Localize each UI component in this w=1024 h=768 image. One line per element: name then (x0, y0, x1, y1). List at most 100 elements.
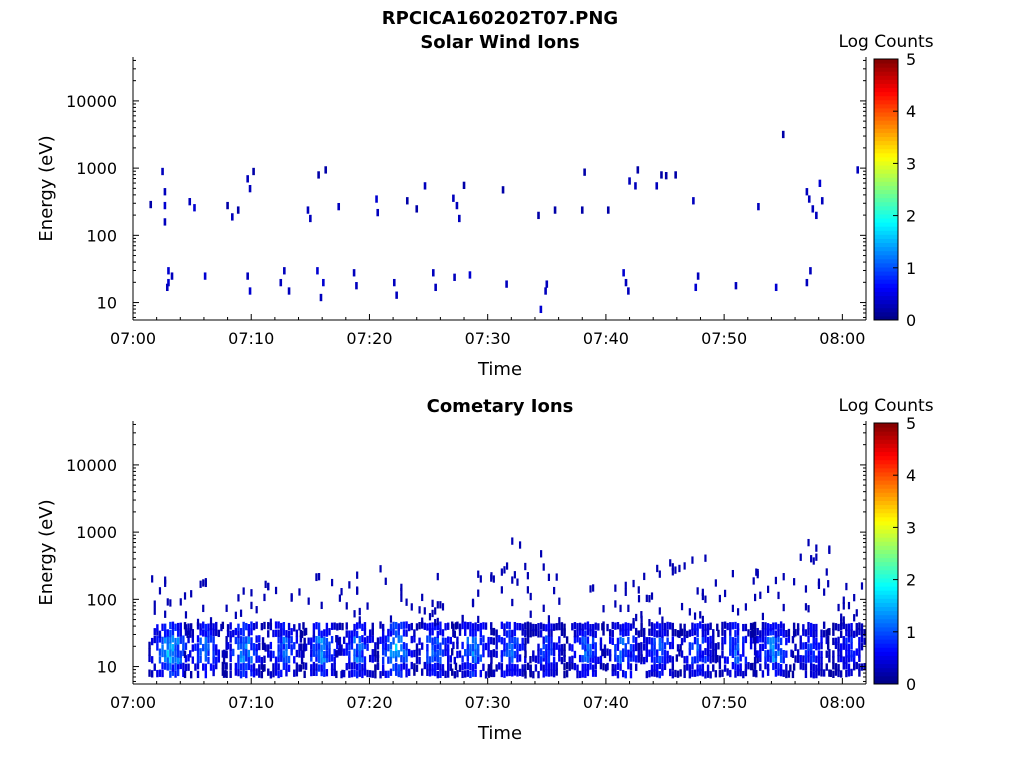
heatmap-cell (817, 663, 821, 672)
heatmap-cell (661, 663, 664, 672)
heatmap-cell (671, 628, 675, 637)
heatmap-cell (358, 654, 361, 663)
heatmap-cell (376, 208, 380, 217)
colorbar-swatch (874, 675, 898, 681)
heatmap-cells (148, 537, 866, 679)
heatmap-cell (812, 623, 815, 632)
heatmap-cell (287, 622, 291, 631)
heatmap-cell (290, 593, 293, 601)
heatmap-cell (761, 670, 765, 678)
heatmap-cell (621, 623, 625, 631)
heatmap-cell (817, 581, 821, 589)
heatmap-cell (204, 648, 208, 656)
heatmap-cell (606, 206, 610, 214)
heatmap-cell (454, 662, 458, 670)
heatmap-cell (167, 267, 170, 275)
colorbar-swatch (874, 258, 898, 264)
heatmap-cell (203, 272, 207, 280)
heatmap-cell (426, 656, 429, 665)
heatmap-cell (302, 650, 305, 658)
colorbar-swatch (874, 254, 898, 260)
heatmap-cell (287, 630, 291, 639)
heatmap-cell (453, 630, 457, 638)
heatmap-cell (660, 171, 663, 179)
heatmap-cell (272, 663, 275, 671)
heatmap-cell (505, 562, 509, 570)
heatmap-cell (176, 622, 180, 631)
heatmap-cell (845, 656, 848, 664)
heatmap-cell (714, 655, 718, 664)
heatmap-cell (258, 655, 261, 663)
colorbar-tick-label: 2 (906, 571, 916, 590)
heatmap-cell (614, 650, 617, 658)
heatmap-cell (752, 636, 755, 644)
heatmap-cell (229, 622, 232, 630)
heatmap-cell (434, 618, 437, 627)
heatmap-cell (495, 650, 498, 658)
heatmap-cell (632, 635, 635, 643)
heatmap-cell (691, 656, 694, 664)
heatmap-cell (282, 662, 286, 670)
heatmap-cell (847, 650, 851, 658)
heatmap-cell (456, 650, 459, 659)
heatmap-cell (226, 642, 230, 650)
heatmap-cell (832, 662, 835, 670)
heatmap-cell (479, 637, 483, 646)
heatmap-cell (464, 621, 467, 629)
heatmap-cell (686, 630, 689, 639)
heatmap-cell (462, 181, 466, 190)
heatmap-cell (701, 592, 704, 601)
heatmap-cell (637, 655, 640, 663)
heatmap-cell (224, 662, 227, 670)
heatmap-cell (578, 654, 582, 663)
heatmap-cell (368, 635, 372, 644)
heatmap-cell (299, 629, 303, 638)
heatmap-cell (608, 649, 612, 657)
heatmap-cell (317, 648, 321, 657)
heatmap-cell (539, 656, 543, 664)
colorbar-swatch (874, 160, 898, 166)
heatmap-cell (436, 662, 439, 671)
heatmap-cell (563, 670, 566, 679)
heatmap-cell (845, 582, 848, 591)
heatmap-cell (330, 578, 334, 587)
colorbar-swatch (874, 116, 898, 121)
heatmap-cell (769, 648, 772, 656)
heatmap-cell (250, 656, 253, 664)
heatmap-cell (809, 622, 813, 631)
heatmap-cell (855, 623, 858, 631)
heatmap-cell (361, 649, 364, 658)
heatmap-cell (761, 628, 765, 636)
heatmap-cell (242, 669, 245, 677)
heatmap-cell (184, 663, 188, 672)
heatmap-cell (809, 643, 813, 651)
heatmap-cell (744, 635, 748, 644)
heatmap-cell (513, 636, 517, 645)
colorbar-swatch (874, 537, 898, 542)
heatmap-cell (545, 649, 548, 657)
heatmap-cell (446, 622, 450, 630)
heatmap-cell (490, 656, 493, 664)
heatmap-cell (594, 655, 597, 664)
colorbar-frame (873, 58, 899, 321)
heatmap-cell (413, 629, 416, 637)
heatmap-cell (363, 637, 367, 645)
heatmap-cell (156, 636, 159, 644)
heatmap-cell (461, 641, 464, 650)
colorbar-swatch (874, 189, 898, 195)
heatmap-cell (624, 649, 627, 658)
heatmap-cell (815, 637, 818, 645)
heatmap-cell (392, 627, 395, 636)
heatmap-cell (207, 648, 210, 656)
heatmap-cell (269, 622, 273, 631)
heatmap-cell (571, 662, 574, 670)
heatmap-cell (511, 629, 514, 638)
heatmap-cell (500, 586, 503, 594)
heatmap-cell (749, 642, 753, 650)
heatmap-cell (759, 630, 762, 638)
heatmap-cell (179, 598, 182, 606)
heatmap-cell (832, 637, 835, 646)
heatmap-cell (474, 637, 477, 645)
heatmap-cell (433, 636, 437, 645)
heatmap-cell (449, 636, 452, 645)
